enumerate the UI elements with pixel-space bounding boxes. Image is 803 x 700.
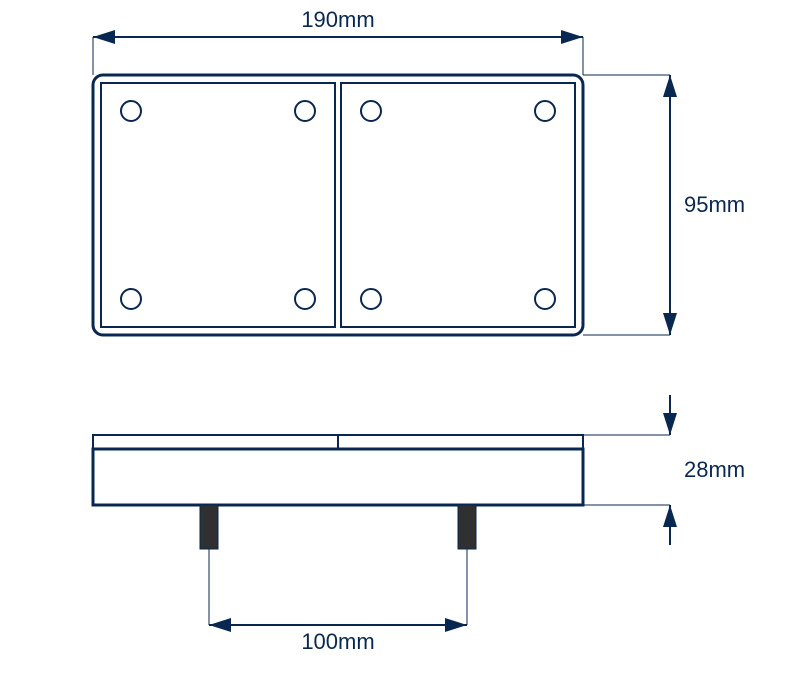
dim-peg-spacing: 100mm — [301, 629, 374, 654]
mounting-hole — [295, 101, 315, 121]
mounting-hole — [535, 101, 555, 121]
mounting-hole — [121, 289, 141, 309]
mounting-peg — [458, 505, 476, 549]
technical-drawing: 190mm 95mm 28mm 100mm — [0, 0, 803, 700]
side-body — [93, 449, 583, 505]
dim-width: 190mm — [301, 7, 374, 32]
mounting-hole — [295, 289, 315, 309]
mounting-hole — [535, 289, 555, 309]
dim-height: 95mm — [684, 192, 745, 217]
side-view — [93, 435, 583, 549]
mounting-peg — [200, 505, 218, 549]
mounting-hole — [121, 101, 141, 121]
top-outline — [93, 75, 583, 335]
dim-thickness: 28mm — [684, 457, 745, 482]
top-view — [93, 75, 583, 335]
mounting-hole — [361, 101, 381, 121]
mounting-hole — [361, 289, 381, 309]
